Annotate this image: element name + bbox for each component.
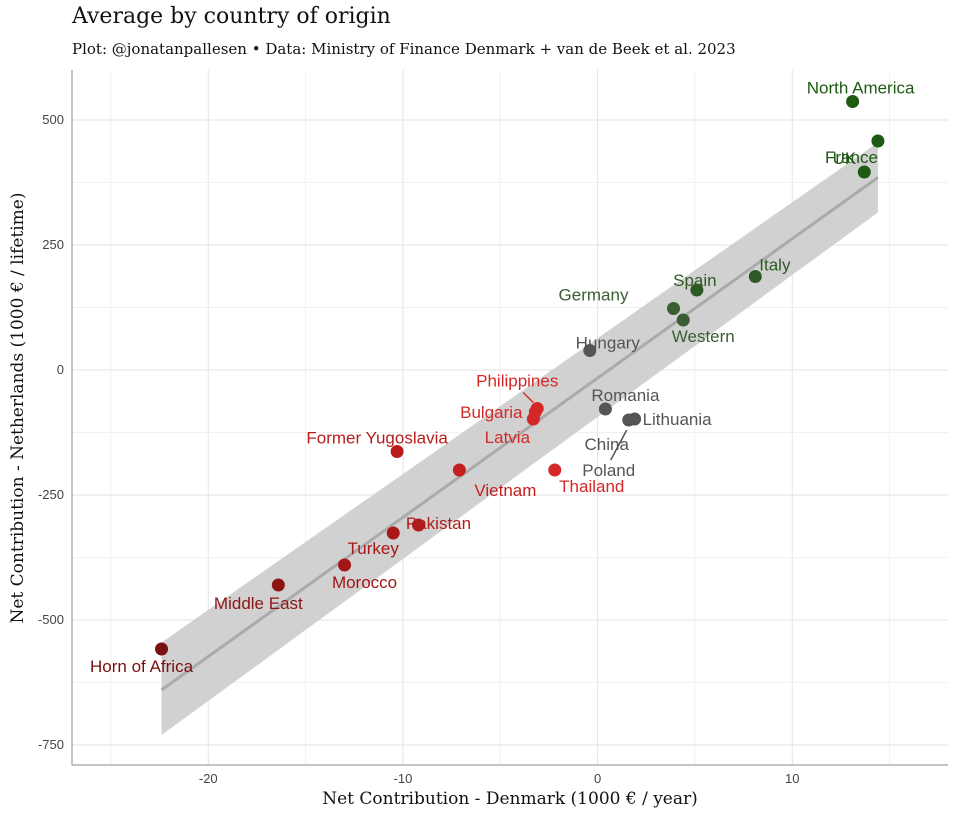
point-label: China (585, 435, 630, 454)
data-point (452, 463, 466, 477)
tick-labels: -20 -10 0 10 500 250 0 -250 -500 -750 (38, 112, 800, 786)
point-label: Thailand (559, 477, 624, 496)
chart-title: Average by country of origin (72, 4, 391, 29)
point-label: Middle East (214, 594, 303, 613)
point-label: Hungary (576, 334, 641, 353)
data-point (155, 642, 169, 656)
y-tick-label: -250 (38, 487, 64, 502)
point-label: Germany (559, 286, 629, 305)
x-axis-label: Net Contribution - Denmark (1000 € / yea… (322, 789, 698, 809)
point-label: Morocco (332, 573, 397, 592)
x-tick-label: 0 (594, 771, 601, 786)
y-tick-label: 500 (42, 112, 64, 127)
y-tick-label: -750 (38, 737, 64, 752)
y-tick-label: 250 (42, 237, 64, 252)
point-label: Turkey (348, 539, 400, 558)
point-label: Romania (591, 386, 660, 405)
point-label: France (825, 148, 878, 167)
data-point (676, 313, 690, 327)
data-point (667, 302, 681, 315)
point-label: Western (672, 327, 735, 346)
point-label: Poland (582, 461, 635, 480)
data-point (748, 270, 762, 283)
regression-line (160, 176, 879, 692)
data-point (583, 344, 597, 357)
point-label: Italy (759, 256, 791, 275)
x-tick-label: 10 (785, 771, 799, 786)
data-point (548, 463, 562, 477)
point-label: Horn of Africa (90, 657, 194, 676)
data-point (690, 283, 704, 297)
y-tick-label: -500 (38, 612, 64, 627)
data-point (390, 445, 404, 458)
data-point (857, 165, 871, 179)
data-point (412, 518, 426, 532)
data-point (386, 526, 400, 540)
point-label: Lithuania (643, 410, 713, 429)
data-point (526, 412, 540, 426)
point-label: Philippines (476, 372, 558, 391)
axes (71, 70, 948, 766)
data-point (871, 134, 885, 148)
x-tick-label: -10 (394, 771, 413, 786)
point-label: Spain (673, 271, 716, 290)
point-label: Latvia (485, 428, 531, 447)
leader-line (522, 391, 534, 404)
data-points (155, 95, 885, 656)
data-point (338, 558, 352, 572)
point-label: Pakistan (406, 514, 471, 533)
leader-line (610, 429, 628, 461)
data-point (846, 95, 860, 108)
chart-subtitle: Plot: @jonatanpallesen • Data: Ministry … (72, 40, 736, 58)
data-point (622, 413, 636, 427)
point-label: North America (807, 79, 915, 98)
point-label: UK (833, 149, 857, 168)
data-point (598, 402, 612, 416)
x-tick-label: -20 (199, 771, 218, 786)
label-leader-lines (522, 391, 628, 461)
point-label: Bulgaria (460, 403, 523, 422)
y-tick-label: 0 (57, 362, 64, 377)
data-point (271, 578, 285, 592)
point-label: Former Yugoslavia (306, 429, 448, 448)
point-label: Vietnam (474, 481, 536, 500)
trend-line (160, 176, 879, 692)
